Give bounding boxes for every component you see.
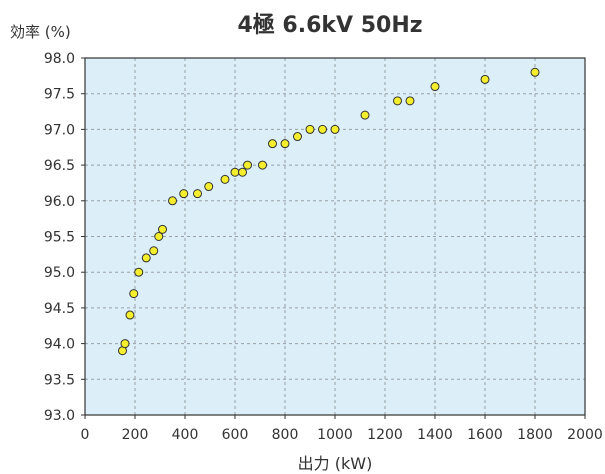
data-point bbox=[331, 125, 339, 133]
data-point bbox=[361, 111, 369, 119]
data-point bbox=[142, 254, 150, 262]
y-tick-label: 98.0 bbox=[44, 51, 75, 67]
x-tick-label: 800 bbox=[272, 427, 299, 443]
data-point bbox=[431, 83, 439, 91]
y-axis-label: 効率 (%) bbox=[10, 23, 71, 41]
x-tick-label: 1600 bbox=[467, 427, 503, 443]
data-point bbox=[231, 168, 239, 176]
data-point bbox=[481, 75, 489, 83]
data-point bbox=[130, 290, 138, 298]
data-point bbox=[126, 311, 134, 319]
y-tick-label: 95.5 bbox=[44, 230, 75, 246]
data-point bbox=[169, 197, 177, 205]
data-point bbox=[306, 125, 314, 133]
x-tick-label: 600 bbox=[222, 427, 249, 443]
data-point bbox=[205, 183, 213, 191]
data-point bbox=[150, 247, 158, 255]
x-tick-label: 200 bbox=[122, 427, 149, 443]
data-point bbox=[221, 175, 229, 183]
x-tick-label: 1000 bbox=[317, 427, 353, 443]
data-point bbox=[406, 97, 414, 105]
y-tick-label: 96.0 bbox=[44, 194, 75, 210]
data-point bbox=[159, 225, 167, 233]
x-axis-label: 出力 (kW) bbox=[298, 454, 373, 473]
y-tick-label: 93.0 bbox=[44, 408, 75, 424]
data-point bbox=[239, 168, 247, 176]
data-point bbox=[394, 97, 402, 105]
y-tick-label: 94.5 bbox=[44, 301, 75, 317]
data-point bbox=[281, 140, 289, 148]
y-tick-label: 97.5 bbox=[44, 87, 75, 103]
data-point bbox=[259, 161, 267, 169]
y-tick-label: 93.5 bbox=[44, 372, 75, 388]
y-tick-label: 96.5 bbox=[44, 158, 75, 174]
x-axis-ticks: 0 200 400 600 800 1000 1200 1400 1600 1800 2000 bbox=[81, 415, 603, 443]
y-tick-label: 95.0 bbox=[44, 265, 75, 281]
x-tick-label: 1200 bbox=[367, 427, 403, 443]
data-point bbox=[319, 125, 327, 133]
x-tick-label: 0 bbox=[81, 427, 90, 443]
chart-title: 4極 6.6kV 50Hz bbox=[237, 12, 422, 38]
y-tick-label: 97.0 bbox=[44, 122, 75, 138]
data-point bbox=[194, 190, 202, 198]
data-point bbox=[135, 268, 143, 276]
data-point bbox=[294, 133, 302, 141]
data-point bbox=[244, 161, 252, 169]
data-point bbox=[121, 340, 129, 348]
x-tick-label: 400 bbox=[172, 427, 199, 443]
y-axis-ticks: 93.0 93.5 94.0 94.5 95.0 95.5 96.0 96.5 97.0 97.5… bbox=[44, 51, 85, 424]
x-tick-label: 1400 bbox=[417, 427, 453, 443]
data-point bbox=[531, 68, 539, 76]
y-tick-label: 94.0 bbox=[44, 337, 75, 353]
x-tick-label: 1800 bbox=[517, 427, 553, 443]
data-point bbox=[269, 140, 277, 148]
data-point bbox=[180, 190, 188, 198]
x-tick-label: 2000 bbox=[567, 427, 603, 443]
